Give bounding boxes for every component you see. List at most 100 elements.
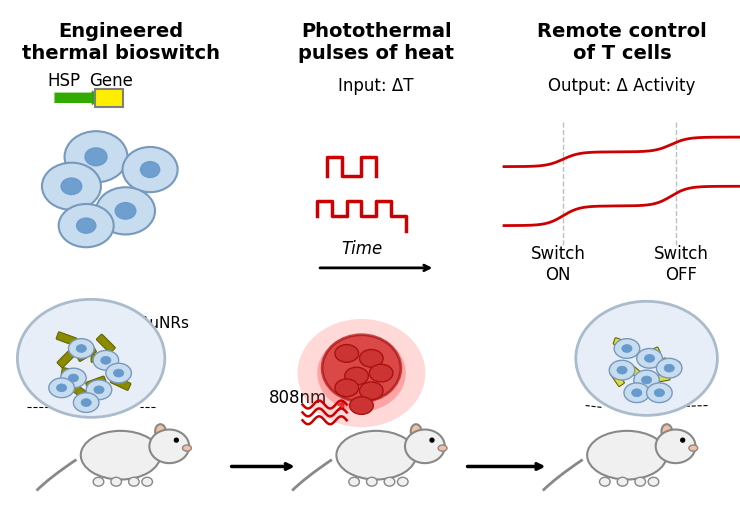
Ellipse shape	[17, 299, 165, 417]
Ellipse shape	[635, 477, 645, 486]
Text: Switch
ON: Switch ON	[531, 245, 585, 284]
Ellipse shape	[64, 131, 127, 182]
Ellipse shape	[614, 339, 639, 358]
Text: Switch
OFF: Switch OFF	[653, 245, 708, 284]
Ellipse shape	[645, 354, 655, 362]
Ellipse shape	[81, 399, 91, 407]
Ellipse shape	[335, 379, 358, 397]
Ellipse shape	[297, 319, 426, 427]
Text: AuNRs: AuNRs	[113, 316, 190, 342]
FancyBboxPatch shape	[61, 367, 81, 378]
Ellipse shape	[664, 364, 674, 372]
Ellipse shape	[350, 397, 373, 414]
FancyBboxPatch shape	[613, 338, 630, 349]
FancyBboxPatch shape	[662, 358, 680, 369]
Ellipse shape	[183, 445, 192, 451]
Text: Input: ΔT: Input: ΔT	[338, 77, 414, 95]
Ellipse shape	[101, 357, 111, 364]
Ellipse shape	[384, 477, 395, 486]
Circle shape	[174, 437, 179, 443]
FancyBboxPatch shape	[653, 373, 670, 383]
FancyBboxPatch shape	[57, 349, 76, 367]
Ellipse shape	[85, 148, 107, 165]
Ellipse shape	[587, 431, 667, 480]
Ellipse shape	[49, 378, 75, 398]
Ellipse shape	[58, 204, 114, 247]
Ellipse shape	[76, 345, 87, 352]
Ellipse shape	[617, 366, 627, 374]
Ellipse shape	[106, 363, 132, 383]
Ellipse shape	[609, 360, 635, 380]
Ellipse shape	[656, 430, 696, 463]
Ellipse shape	[689, 445, 698, 451]
Ellipse shape	[322, 335, 401, 401]
FancyBboxPatch shape	[610, 370, 625, 386]
Ellipse shape	[113, 369, 124, 377]
Ellipse shape	[129, 477, 139, 486]
Text: Output: Δ Activity: Output: Δ Activity	[548, 77, 696, 95]
Ellipse shape	[69, 339, 94, 358]
Ellipse shape	[335, 345, 358, 362]
Ellipse shape	[647, 383, 672, 402]
Ellipse shape	[61, 368, 86, 388]
Ellipse shape	[369, 364, 393, 382]
FancyArrow shape	[54, 89, 105, 106]
Circle shape	[429, 437, 434, 443]
Ellipse shape	[617, 477, 628, 486]
Ellipse shape	[648, 477, 659, 486]
FancyBboxPatch shape	[91, 354, 111, 362]
FancyBboxPatch shape	[628, 365, 645, 381]
Ellipse shape	[111, 477, 121, 486]
FancyBboxPatch shape	[76, 346, 96, 361]
Ellipse shape	[81, 431, 161, 480]
Ellipse shape	[337, 431, 416, 480]
Circle shape	[680, 437, 685, 443]
Ellipse shape	[141, 162, 160, 177]
Ellipse shape	[622, 345, 632, 352]
Ellipse shape	[662, 424, 672, 438]
Ellipse shape	[642, 376, 652, 384]
Ellipse shape	[142, 477, 152, 486]
Ellipse shape	[76, 218, 95, 233]
Ellipse shape	[634, 370, 659, 390]
Text: 808nm: 808nm	[269, 389, 326, 407]
Ellipse shape	[68, 374, 78, 382]
Ellipse shape	[42, 163, 101, 210]
Ellipse shape	[94, 386, 104, 394]
Text: Time: Time	[341, 240, 382, 258]
Text: Gene: Gene	[89, 72, 132, 90]
FancyBboxPatch shape	[71, 384, 91, 401]
Ellipse shape	[360, 382, 383, 400]
Ellipse shape	[599, 477, 610, 486]
FancyBboxPatch shape	[110, 375, 131, 390]
Text: HSP: HSP	[47, 72, 80, 90]
Ellipse shape	[632, 389, 642, 397]
Ellipse shape	[96, 187, 155, 234]
Ellipse shape	[405, 430, 445, 463]
Ellipse shape	[654, 389, 665, 397]
Ellipse shape	[56, 384, 67, 392]
Ellipse shape	[73, 393, 99, 412]
Ellipse shape	[411, 424, 421, 438]
Ellipse shape	[123, 147, 178, 192]
FancyBboxPatch shape	[643, 347, 660, 360]
Ellipse shape	[345, 367, 369, 385]
FancyBboxPatch shape	[103, 358, 119, 378]
Ellipse shape	[317, 335, 406, 411]
FancyBboxPatch shape	[56, 332, 77, 346]
Ellipse shape	[61, 178, 81, 195]
Ellipse shape	[86, 380, 112, 400]
Text: Engineered
thermal bioswitch: Engineered thermal bioswitch	[21, 22, 220, 63]
FancyBboxPatch shape	[86, 376, 107, 390]
Ellipse shape	[656, 358, 682, 378]
Ellipse shape	[397, 477, 408, 486]
Ellipse shape	[93, 350, 118, 370]
Ellipse shape	[115, 203, 136, 219]
Ellipse shape	[149, 430, 189, 463]
Ellipse shape	[576, 301, 717, 416]
Ellipse shape	[636, 349, 662, 368]
Text: Remote control
of T cells: Remote control of T cells	[537, 22, 707, 63]
Ellipse shape	[93, 477, 104, 486]
FancyBboxPatch shape	[96, 334, 115, 353]
Ellipse shape	[366, 477, 377, 486]
